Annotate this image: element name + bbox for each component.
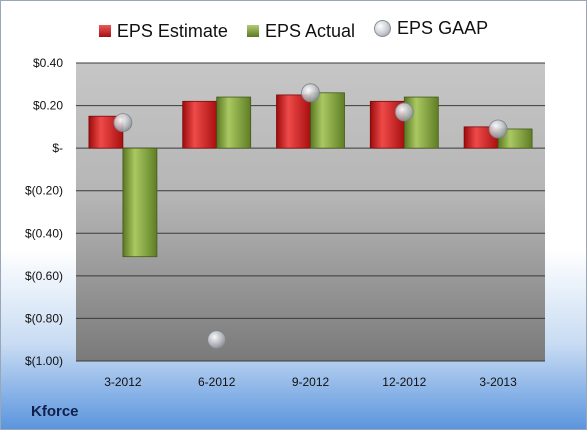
legend-swatch-actual [246,25,259,37]
gaap-marker [488,119,508,139]
actual-bar [122,147,158,258]
x-axis: 3-2012 6-2012 9-2012 12-2012 3-2013 [104,375,517,389]
gaap-marker [207,330,227,350]
estimate-bar [182,100,218,149]
estimate-bar [276,94,311,149]
y-tick-label: $(0.80) [25,311,63,325]
legend-item-estimate: EPS Estimate [98,20,228,42]
actual-bar [216,96,252,149]
legend-label-gaap: EPS GAAP [397,18,489,38]
gaap-markers [113,83,508,350]
gaap-marker [301,83,320,103]
legend-item-actual: EPS Actual [246,20,356,42]
x-tick-label: 3-2012 [104,375,142,389]
x-tick-label: 3-2013 [479,375,517,389]
gaap-marker [113,113,133,132]
y-tick-label: $(1.00) [25,354,63,368]
x-tick-label: 12-2012 [382,375,426,389]
legend-swatch-gaap [374,20,392,37]
y-tick-label: $(0.40) [25,226,63,240]
y-axis: $0.40 $0.20 $- $(0.20) $(0.40) $(0.60) $(0.80)… [25,56,63,368]
x-tick-label: 9-2012 [292,375,330,389]
actual-bar [497,128,533,149]
y-tick-label: $(0.20) [25,184,63,198]
legend-swatch-estimate [98,25,111,37]
y-tick-label: $0.20 [33,99,63,113]
legend-label-estimate: EPS Estimate [116,20,228,41]
gaap-marker [394,102,414,122]
y-tick-label: $(0.60) [25,269,63,283]
chart-legend: EPS Estimate EPS Actual EPS GAAP [1,18,586,42]
legend-item-gaap: EPS GAAP [374,18,488,39]
y-tick-label: $0.40 [33,56,63,70]
actual-bar [310,92,345,149]
legend-label-actual: EPS Actual [264,20,356,41]
company-name: Kforce [31,403,79,420]
y-tick-label: $- [52,141,63,155]
x-tick-label: 6-2012 [198,375,236,389]
